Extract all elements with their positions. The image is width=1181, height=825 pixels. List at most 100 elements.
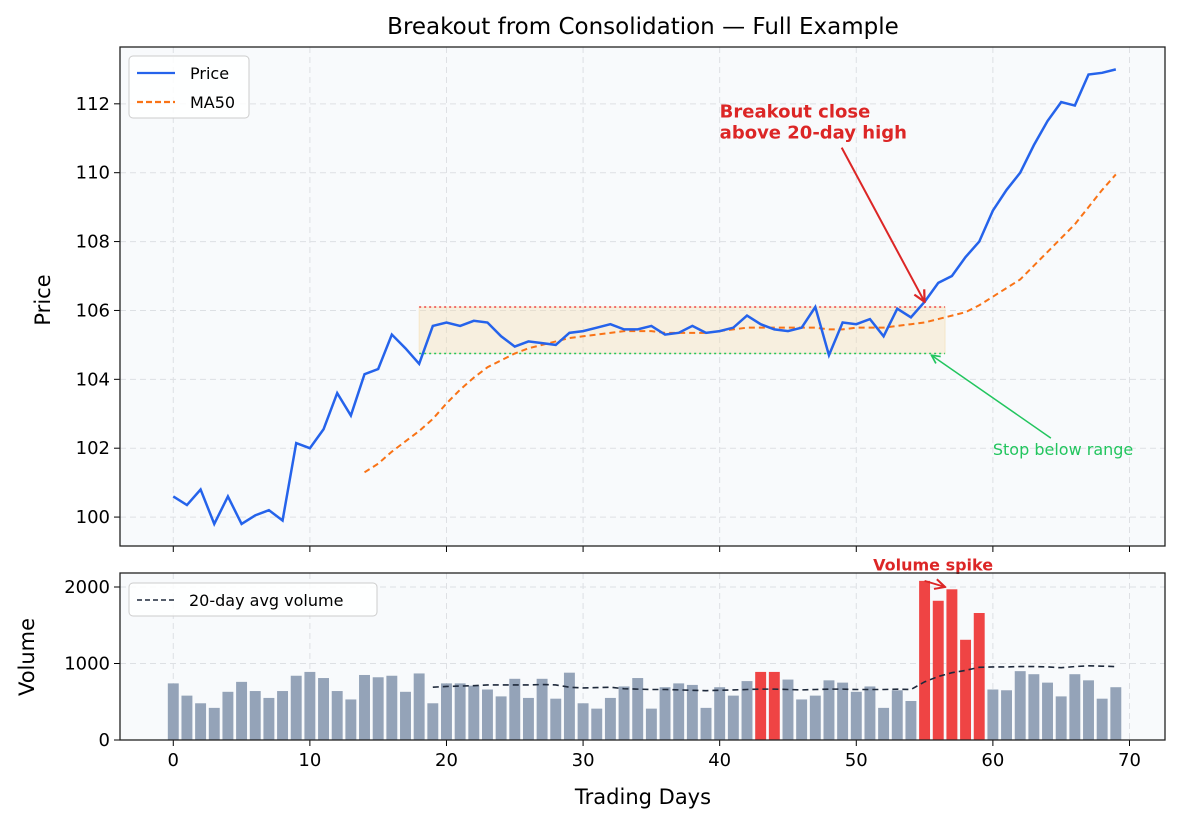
x-tick-label: 50 xyxy=(845,750,868,771)
price-panel-y-tick-label: 104 xyxy=(76,369,110,390)
x-tick-label: 10 xyxy=(298,750,321,771)
volume-bar xyxy=(345,699,357,740)
volume-bar xyxy=(563,672,575,740)
volume-bar xyxy=(550,698,562,740)
volume-bar-highlight xyxy=(960,639,972,740)
volume-bar xyxy=(400,691,411,740)
volume-bar xyxy=(591,708,603,740)
price-panel-y-tick-label: 112 xyxy=(76,94,110,115)
volume-bar xyxy=(1014,671,1026,740)
volume-panel-frame xyxy=(119,572,1166,741)
x-tick-label: 60 xyxy=(981,750,1004,771)
legend-box xyxy=(128,582,378,617)
volume-spike-arrow xyxy=(924,581,945,587)
volume-bar xyxy=(413,673,425,740)
volume-bar xyxy=(891,690,903,740)
price-panel-y-tick-label: 100 xyxy=(76,507,110,528)
volume-bar xyxy=(249,691,261,740)
volume-bar xyxy=(290,675,302,740)
volume-bar xyxy=(386,675,398,740)
volume-bar xyxy=(782,679,794,740)
volume-panel-y-tick-label: 1000 xyxy=(64,653,110,674)
volume-bar xyxy=(304,671,316,740)
volume-bar xyxy=(208,707,220,740)
avg-volume-line xyxy=(432,664,1116,692)
x-tick-label: 0 xyxy=(168,750,179,771)
volume-bar xyxy=(809,695,821,740)
volume-bar-highlight xyxy=(946,589,958,740)
legend-label-avg-volume: 20-day avg volume xyxy=(189,591,343,610)
volume-bar xyxy=(987,689,999,740)
volume-bar xyxy=(700,707,712,740)
volume-bar xyxy=(727,695,739,740)
volume-bar xyxy=(509,678,521,740)
volume-bar xyxy=(577,703,589,740)
volume-panel-y-tick-label: 2000 xyxy=(64,577,110,598)
volume-bar xyxy=(236,681,248,740)
volume-bar xyxy=(427,703,439,740)
stop-arrow xyxy=(931,355,1052,439)
volume-spike-annotation: Volume spike xyxy=(873,556,993,575)
volume-bar xyxy=(331,691,343,740)
legend-label-price: Price xyxy=(190,64,229,83)
breakout-arrow xyxy=(840,147,925,302)
chart-title: Breakout from Consolidation — Full Examp… xyxy=(387,14,899,40)
price-panel-y-tick-label: 102 xyxy=(76,438,110,459)
volume-bar xyxy=(522,697,534,740)
volume-bar xyxy=(905,700,917,740)
x-tick-label: 30 xyxy=(572,750,595,771)
volume-bar xyxy=(263,697,275,740)
breakout-annotation-text: Breakout close above 20-day high xyxy=(720,102,907,144)
volume-legend: 20-day avg volume xyxy=(128,582,378,617)
x-tick-label: 20 xyxy=(435,750,458,771)
volume-bar-highlight xyxy=(768,671,780,740)
volume-y-axis-label: Volume xyxy=(15,618,39,696)
volume-bar xyxy=(673,683,685,740)
volume-bar xyxy=(618,686,630,740)
volume-bar xyxy=(167,683,179,740)
volume-bar xyxy=(181,695,193,740)
volume-bar xyxy=(796,699,808,740)
volume-bar xyxy=(1096,698,1108,740)
breakout-annotation-text-line: Breakout close xyxy=(720,102,871,123)
breakout-annotation-text-line: above 20-day high xyxy=(720,122,907,143)
volume-bar xyxy=(1055,696,1067,740)
price-panel-y-tick-label: 108 xyxy=(76,232,110,253)
volume-bar-highlight xyxy=(755,671,767,740)
legend-label-ma50: MA50 xyxy=(190,93,235,112)
volume-bar xyxy=(195,703,207,740)
stop-annotation-text-line: Stop below range xyxy=(993,440,1133,459)
price-panel-background xyxy=(120,47,1165,546)
volume-bar xyxy=(495,696,507,740)
volume-bar-highlight xyxy=(973,613,985,740)
ma50-line xyxy=(363,173,1117,474)
volume-bar-highlight xyxy=(932,600,944,740)
volume-bar xyxy=(441,683,452,740)
volume-bar xyxy=(632,678,644,740)
volume-bar xyxy=(1001,690,1013,740)
volume-bar xyxy=(536,678,548,740)
volume-bar xyxy=(686,684,698,740)
volume-bar xyxy=(659,687,671,740)
x-axis-label: Trading Days xyxy=(574,785,711,809)
price-line xyxy=(172,68,1117,528)
volume-bar xyxy=(318,678,329,740)
volume-bar xyxy=(604,697,616,740)
x-tick-label: 70 xyxy=(1118,750,1141,771)
volume-bar xyxy=(823,680,835,740)
price-panel-frame xyxy=(119,46,1166,547)
volume-bar xyxy=(1110,687,1122,740)
volume-panel-y-tick-label: 0 xyxy=(99,730,110,751)
volume-bar xyxy=(454,683,466,740)
price-y-axis-label: Price xyxy=(31,274,55,325)
volume-bar-highlight xyxy=(919,580,931,740)
volume-bar xyxy=(277,691,289,740)
volume-bar xyxy=(1069,674,1081,740)
volume-bar xyxy=(850,691,862,740)
x-tick-label: 40 xyxy=(708,750,731,771)
volume-bar xyxy=(741,681,753,740)
volume-bar xyxy=(481,689,493,740)
stop-annotation-text: Stop below range xyxy=(993,440,1133,459)
volume-bar xyxy=(372,677,384,740)
